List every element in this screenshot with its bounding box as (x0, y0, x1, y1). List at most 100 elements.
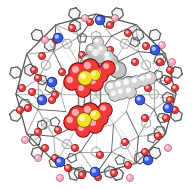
Circle shape (52, 92, 58, 98)
Circle shape (102, 54, 118, 70)
Circle shape (90, 47, 106, 63)
Circle shape (130, 76, 142, 88)
Circle shape (106, 82, 118, 94)
Circle shape (76, 83, 90, 97)
Circle shape (52, 155, 58, 161)
Circle shape (92, 169, 95, 172)
Circle shape (81, 55, 95, 69)
Circle shape (92, 72, 95, 75)
Circle shape (125, 162, 131, 168)
Circle shape (52, 92, 58, 98)
Circle shape (29, 89, 35, 95)
Circle shape (169, 59, 175, 65)
Circle shape (88, 46, 92, 50)
Circle shape (89, 46, 107, 64)
Polygon shape (135, 152, 145, 164)
Circle shape (122, 139, 128, 145)
Circle shape (87, 19, 93, 25)
Circle shape (20, 86, 22, 88)
Polygon shape (104, 166, 116, 178)
Circle shape (155, 133, 161, 139)
Circle shape (102, 62, 114, 74)
Circle shape (123, 140, 125, 142)
Circle shape (55, 35, 58, 38)
Circle shape (142, 149, 148, 155)
Circle shape (85, 63, 90, 68)
Circle shape (90, 78, 95, 83)
Circle shape (169, 59, 175, 65)
Circle shape (79, 72, 91, 84)
Circle shape (133, 60, 135, 62)
Polygon shape (154, 54, 166, 66)
Circle shape (56, 128, 58, 130)
Polygon shape (74, 168, 86, 178)
Polygon shape (31, 29, 43, 41)
Circle shape (42, 145, 48, 151)
Circle shape (112, 15, 118, 21)
Circle shape (78, 114, 90, 126)
Polygon shape (154, 127, 166, 137)
Circle shape (159, 42, 165, 48)
Circle shape (32, 68, 34, 70)
Circle shape (166, 78, 168, 80)
Circle shape (37, 95, 47, 105)
Circle shape (117, 88, 127, 98)
Circle shape (55, 127, 61, 133)
Circle shape (167, 67, 173, 73)
Circle shape (93, 50, 98, 55)
Circle shape (6, 4, 186, 184)
Circle shape (96, 16, 104, 24)
Polygon shape (69, 169, 80, 180)
Circle shape (56, 158, 64, 166)
Circle shape (143, 116, 145, 118)
Polygon shape (69, 8, 80, 19)
Circle shape (57, 175, 63, 181)
Circle shape (164, 116, 166, 118)
Circle shape (140, 76, 144, 80)
Circle shape (136, 96, 144, 104)
Circle shape (122, 78, 134, 90)
Polygon shape (112, 169, 123, 180)
Polygon shape (171, 110, 182, 121)
Polygon shape (157, 114, 167, 122)
Circle shape (157, 59, 163, 65)
Circle shape (49, 97, 55, 103)
Circle shape (112, 15, 118, 21)
Circle shape (163, 104, 173, 112)
Circle shape (132, 59, 138, 65)
Circle shape (59, 69, 65, 75)
Circle shape (90, 70, 100, 80)
Circle shape (151, 46, 159, 54)
Circle shape (95, 39, 98, 42)
Circle shape (58, 176, 60, 178)
Circle shape (69, 63, 87, 81)
Polygon shape (171, 67, 182, 78)
Polygon shape (70, 20, 80, 32)
Circle shape (126, 163, 128, 165)
Polygon shape (29, 134, 41, 146)
Circle shape (70, 107, 86, 123)
Circle shape (80, 173, 82, 175)
Circle shape (55, 127, 61, 133)
Circle shape (76, 123, 90, 137)
Circle shape (69, 25, 75, 31)
Circle shape (151, 46, 159, 54)
Circle shape (81, 59, 99, 77)
Circle shape (95, 113, 100, 118)
Circle shape (104, 52, 112, 60)
Circle shape (42, 145, 48, 151)
Circle shape (80, 116, 84, 120)
Circle shape (73, 110, 78, 115)
Circle shape (54, 34, 62, 42)
Circle shape (122, 139, 128, 145)
Circle shape (30, 90, 32, 92)
Circle shape (53, 156, 55, 158)
Circle shape (49, 79, 52, 82)
Circle shape (53, 33, 63, 43)
Circle shape (22, 137, 28, 143)
Circle shape (79, 86, 83, 90)
Circle shape (17, 107, 23, 113)
Circle shape (31, 67, 37, 73)
Circle shape (79, 126, 83, 130)
Circle shape (108, 23, 110, 25)
